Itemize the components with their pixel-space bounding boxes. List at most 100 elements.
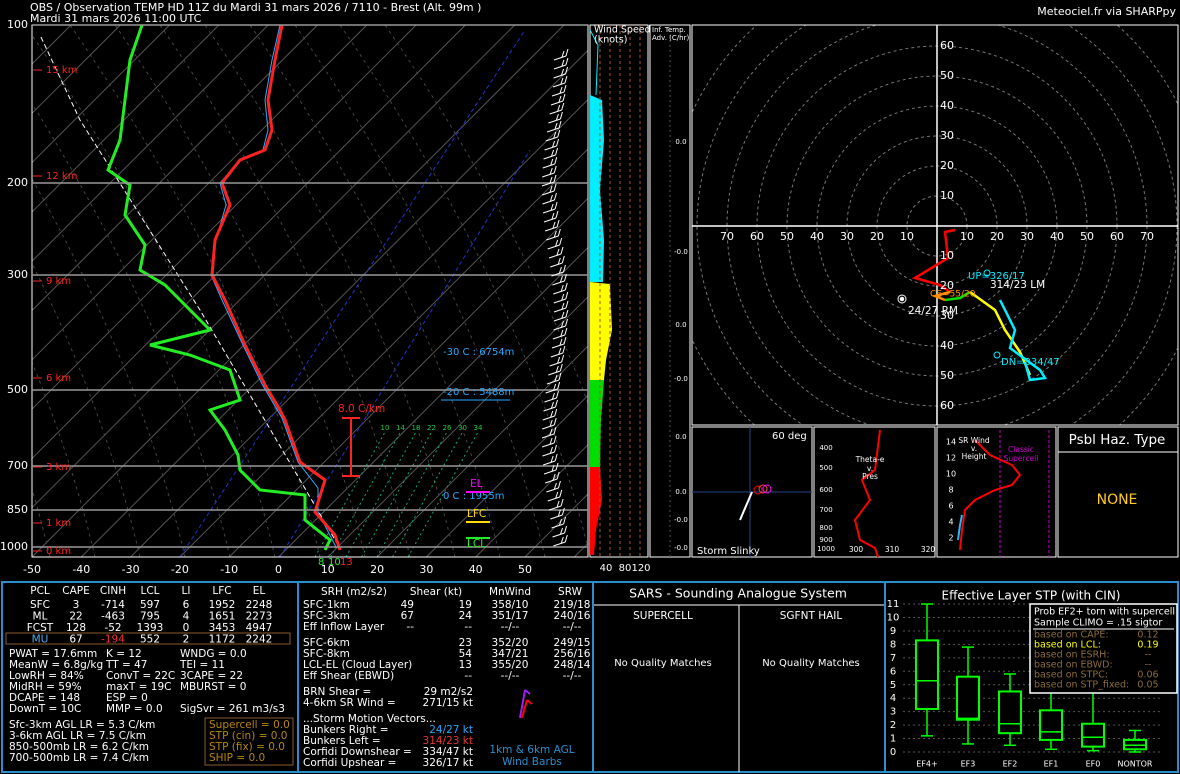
index: LowRH = 84%: [9, 670, 84, 682]
hodo-grid: [692, 25, 1178, 425]
p-label: 800: [819, 524, 832, 532]
label: 60 deg: [772, 431, 807, 442]
table-cell: 3: [73, 599, 80, 611]
line: [563, 516, 567, 525]
table-cell: 0: [183, 622, 190, 634]
ring-label: 20: [990, 230, 1004, 243]
isotherm: [32, 25, 417, 410]
isotherm: [32, 25, 220, 213]
line: [550, 100, 564, 106]
table-cell: 67: [69, 634, 82, 646]
table-header: LFC: [212, 585, 231, 597]
line: [554, 122, 558, 130]
label: 29 m2/s2: [424, 686, 473, 698]
label: 352/20: [492, 637, 529, 649]
temp-label: 20: [370, 563, 384, 576]
table-header: EL: [253, 585, 266, 597]
label: --/--: [501, 670, 520, 682]
label: 351/17: [492, 610, 529, 622]
ring-label: 10: [940, 189, 954, 202]
label: CE=55/20: [930, 290, 976, 300]
line: [561, 50, 565, 58]
line: [546, 127, 560, 133]
line: [555, 491, 559, 499]
line: [544, 226, 558, 232]
line: [551, 401, 554, 409]
index: MBURST = 0: [180, 681, 246, 693]
pressure-label: 200: [7, 176, 28, 189]
label: 1km & 6km AGL: [489, 744, 574, 756]
temp-label: -30: [122, 563, 140, 576]
composite: STP (fix) = 0.0: [209, 741, 285, 753]
line: [561, 311, 565, 319]
table-cell: -194: [101, 634, 125, 646]
line: [549, 167, 553, 175]
x-tick-label: EF1: [1044, 760, 1059, 769]
label: Pres: [862, 472, 878, 481]
ring-label: 40: [810, 230, 824, 243]
table-cell: 4: [183, 611, 190, 623]
line: [559, 86, 563, 94]
table-cell: 1952: [209, 599, 236, 611]
temp-label: -50: [23, 563, 41, 576]
temp-label: -10: [220, 563, 238, 576]
ring-label: 40: [1050, 230, 1064, 243]
dry-adiabat: [204, 25, 456, 557]
label: 49: [401, 599, 414, 611]
line: [559, 111, 563, 120]
small-panels: [692, 427, 1050, 558]
box: [998, 690, 1022, 735]
ring-label: 50: [940, 69, 954, 82]
pressure-label: 100: [7, 18, 28, 31]
line: [552, 334, 566, 340]
table-header: Shear (kt): [410, 586, 462, 598]
dry-adiabat: [294, 25, 546, 557]
line: [546, 379, 560, 385]
label: -30 C : 6754m: [443, 347, 514, 358]
composite-box: [204, 717, 294, 766]
label: 271/15 kt: [423, 697, 473, 709]
label: SGFNT HAIL: [780, 610, 843, 622]
temp-label: 30: [419, 563, 433, 576]
height-label: 6: [948, 502, 953, 511]
ring-label: 20: [870, 230, 884, 243]
label: -20 C : 5488m: [443, 387, 514, 398]
temp-label: -40: [72, 563, 90, 576]
table-header: SRH (m2/s2): [321, 586, 387, 598]
height-label: 2: [948, 534, 953, 543]
ring-label: 20: [940, 159, 954, 172]
height-label: 12 km: [46, 171, 77, 182]
ring-label: 50: [780, 230, 794, 243]
y-tick-label: 8: [890, 639, 896, 650]
ring-label: 10: [940, 249, 954, 262]
adv-label: 0.0: [675, 488, 686, 496]
line: [564, 75, 568, 84]
label: --: [464, 621, 472, 633]
line: [565, 318, 569, 327]
p-label: 600: [819, 486, 832, 494]
line: [564, 282, 568, 291]
line: [554, 453, 558, 462]
line: [557, 129, 561, 138]
line: [558, 95, 562, 103]
label: Classic: [1008, 445, 1034, 454]
speed-tick: 80: [619, 563, 632, 574]
isotherm: [32, 25, 466, 460]
label: 249/15: [554, 637, 591, 649]
mixing-label: 14: [396, 424, 405, 432]
dry-adiabat: [32, 34, 276, 557]
index: ESP = 0: [106, 692, 148, 704]
label: Meteociel.fr via SHARPpy: [1037, 5, 1176, 18]
line: [553, 73, 566, 79]
ring-label: 40: [940, 99, 954, 112]
line: [565, 291, 569, 300]
table-cell: 1393: [137, 622, 164, 634]
table-cell: 6: [183, 599, 190, 611]
line: [555, 399, 558, 408]
table-cell: 128: [66, 622, 86, 634]
line: [549, 361, 562, 367]
isotherm: [32, 25, 368, 361]
height-label: 9 km: [46, 276, 71, 287]
line: [551, 149, 555, 157]
